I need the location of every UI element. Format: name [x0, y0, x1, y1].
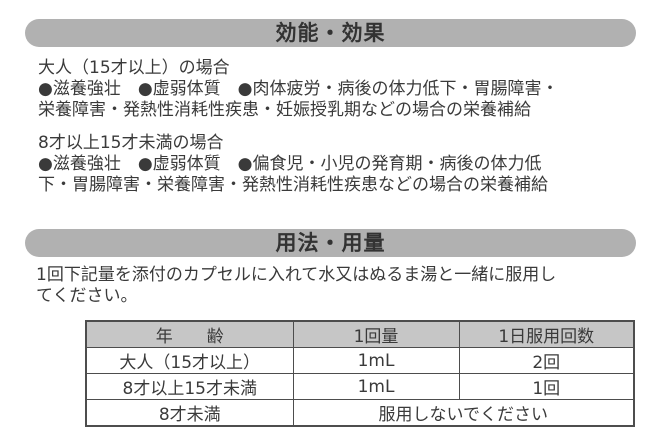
header-single-dose: 1回量: [292, 320, 460, 348]
table-row-under8: 8才未満 服用しないでください: [85, 399, 635, 427]
header-age: 年 齢: [85, 320, 294, 348]
child-effects-text: ●滋養強壮 ●虚弱体質 ●偏食児・小児の発育期・病後の体力低 下・胃腸障害・栄養…: [38, 154, 548, 195]
cell-under8-age: 8才未満: [85, 399, 294, 427]
cell-child-age: 8才以上15才未満: [85, 373, 294, 400]
dosage-table: 年 齢 1回量 1日服用回数 大人（15才以上） 1mL 2回 8才以上15才未…: [85, 320, 635, 427]
package-insert-page: 効能・効果 大人（15才以上）の場合 ●滋養強壮 ●虚弱体質 ●肉体疲労・病後の…: [0, 19, 662, 432]
header-daily-frequency: 1日服用回数: [458, 320, 635, 348]
dosage-instruction: 1回下記量を添付のカプセルに入れて水又はぬるま湯と一緒に服用し てください。: [36, 265, 557, 306]
dosage-title: 用法・用量: [275, 231, 386, 255]
cell-adult-age: 大人（15才以上）: [85, 347, 294, 374]
cell-adult-frequency: 2回: [458, 347, 635, 374]
section-header-efficacy: 効能・効果: [25, 19, 636, 47]
section-header-dosage: 用法・用量: [25, 229, 636, 257]
cell-child-dose: 1mL: [292, 373, 460, 400]
table-row-child: 8才以上15才未満 1mL 1回: [85, 373, 635, 400]
child-case-label: 8才以上15才未満の場合: [38, 133, 224, 153]
cell-adult-dose: 1mL: [292, 347, 460, 374]
cell-under8-warning: 服用しないでください: [292, 399, 635, 427]
adult-case-label: 大人（15才以上）の場合: [38, 58, 230, 78]
cell-child-frequency: 1回: [458, 373, 635, 400]
efficacy-title: 効能・効果: [275, 21, 386, 45]
adult-effects-text: ●滋養強壮 ●虚弱体質 ●肉体疲労・病後の体力低下・胃腸障害・ 栄養障害・発熱性…: [38, 79, 559, 120]
dosage-table-header-row: 年 齢 1回量 1日服用回数: [85, 320, 635, 348]
table-row-adult: 大人（15才以上） 1mL 2回: [85, 347, 635, 374]
